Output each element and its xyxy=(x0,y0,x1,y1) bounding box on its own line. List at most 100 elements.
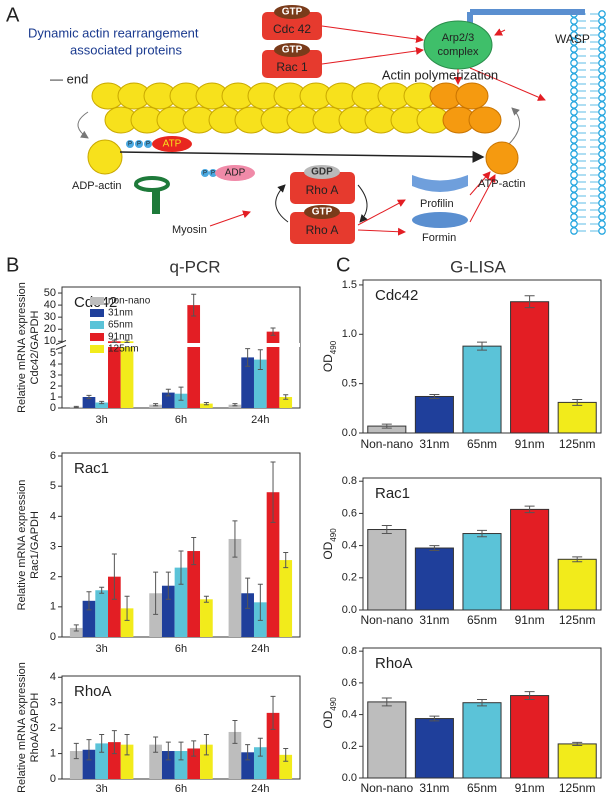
bar xyxy=(161,751,175,779)
y-tick-label: 4 xyxy=(50,510,56,522)
error-bar xyxy=(232,720,238,744)
lipid-head xyxy=(598,115,606,123)
myosin-label: Myosin xyxy=(172,224,207,236)
lipid-head xyxy=(598,38,606,46)
error-bar xyxy=(270,327,276,336)
y-tick-label: 0.6 xyxy=(342,677,357,689)
y-tick-label: 20 xyxy=(44,323,56,335)
lipid-head xyxy=(598,185,606,193)
lipid-head xyxy=(570,206,578,214)
lipid-head xyxy=(598,136,606,144)
wasp-bar xyxy=(467,9,585,28)
chart-title: Cdc42 xyxy=(375,287,418,304)
bar xyxy=(174,393,188,408)
error-bar xyxy=(165,741,171,761)
error-bar xyxy=(111,730,117,755)
p-label: P xyxy=(137,142,141,148)
legend-label: 125nm xyxy=(108,344,139,355)
error-bar xyxy=(191,536,197,566)
error-bar xyxy=(86,394,92,400)
legend-swatch xyxy=(90,297,104,305)
y-tick-label: 1 xyxy=(50,391,56,403)
error-bar xyxy=(257,583,263,621)
x-tick-label: 3h xyxy=(96,643,108,655)
chart: 0.0 0.2 0.4 0.6 0.8 RhoA OD490 Non-nano 31nm 65nm… xyxy=(321,645,602,795)
y-tick-label: 0.0 xyxy=(342,427,357,439)
myosin-head xyxy=(134,176,170,192)
arrow xyxy=(469,67,546,101)
chart: 0 1 2 3 4 5 6 Rac1 Relative mRNA expression Rac1/… xyxy=(16,450,301,655)
gtp-label: GTP xyxy=(282,7,303,18)
arrow xyxy=(321,25,424,44)
y-tick-label: 3 xyxy=(50,697,56,709)
bar xyxy=(108,341,121,408)
arrow xyxy=(494,28,506,36)
bar xyxy=(253,747,267,779)
chart: 0 1 2 3 4 RhoA Relative mRNA expression RhoA/GA… xyxy=(16,662,301,795)
y-axis-label: Cdc42/GAPDH xyxy=(29,310,41,384)
error-bar xyxy=(283,747,289,762)
error-bar xyxy=(86,739,92,761)
y-axis-label: RhoA/GAPDH xyxy=(29,693,41,763)
lipid-head xyxy=(598,164,606,172)
lipid-head xyxy=(598,171,606,179)
lipid-head xyxy=(570,101,578,109)
lipid-head xyxy=(598,129,606,137)
rhoa-gtp-box xyxy=(290,212,355,244)
chart-title: RhoA xyxy=(74,683,112,700)
lipid-head xyxy=(598,220,606,228)
lipid-head xyxy=(598,87,606,95)
error-bar xyxy=(111,553,117,600)
phosphate xyxy=(144,140,152,148)
error-bar xyxy=(203,402,209,406)
chart: 0123451020304050Cdc42Relative mRNA expre… xyxy=(16,282,301,426)
p-label: P xyxy=(146,142,150,148)
bar xyxy=(367,701,407,779)
gtp-label: GTP xyxy=(282,45,303,56)
gtp-label: GTP xyxy=(312,207,333,218)
lipid-head xyxy=(570,17,578,25)
lipid-head xyxy=(598,31,606,39)
atp xyxy=(152,136,192,152)
error-bar xyxy=(381,697,392,707)
lipid-head xyxy=(570,45,578,53)
lipid-head xyxy=(570,87,578,95)
bar xyxy=(161,585,175,637)
x-tick-label: 65nm xyxy=(467,437,497,451)
bar xyxy=(241,593,254,637)
y-tick-label: 0.0 xyxy=(342,604,357,616)
bar xyxy=(462,345,502,434)
bar xyxy=(200,403,213,408)
chart-title: RhoA xyxy=(375,655,413,672)
y-tick-label: 5 xyxy=(50,480,56,492)
x-tick-label: 65nm xyxy=(467,613,497,627)
lipid-head xyxy=(570,66,578,74)
legend-label: 91nm xyxy=(108,332,133,343)
bar xyxy=(149,593,162,637)
x-tick-label: 125nm xyxy=(559,781,596,795)
y-tick-label: 0.8 xyxy=(342,645,357,657)
bar xyxy=(414,547,454,611)
y-tick-label: 1.5 xyxy=(342,279,357,291)
bar xyxy=(279,754,293,779)
lipid-head xyxy=(570,143,578,151)
adp-actin xyxy=(87,139,123,175)
error-bar xyxy=(524,691,535,701)
error-bar xyxy=(203,595,209,603)
error-bar xyxy=(153,571,159,615)
end-label: — end xyxy=(50,71,88,86)
chart: 0.0 0.2 0.4 0.6 0.8 Rac1 OD490 Non-nano 31nm 65nm… xyxy=(321,475,602,627)
error-bar xyxy=(232,520,238,558)
diagram: A Dynamic actin rearrangement associated… xyxy=(6,4,606,244)
error-bar xyxy=(165,388,171,397)
bar xyxy=(95,402,109,408)
y-axis-label-main: OD xyxy=(321,710,335,728)
y-axis-label: Relative mRNA expression xyxy=(16,662,28,793)
lipid-head xyxy=(570,171,578,179)
error-bar xyxy=(477,341,487,351)
lipid-head xyxy=(598,206,606,214)
membrane xyxy=(570,10,606,235)
bar xyxy=(241,357,254,408)
lipid-head xyxy=(598,178,606,186)
error-bar xyxy=(477,699,487,707)
